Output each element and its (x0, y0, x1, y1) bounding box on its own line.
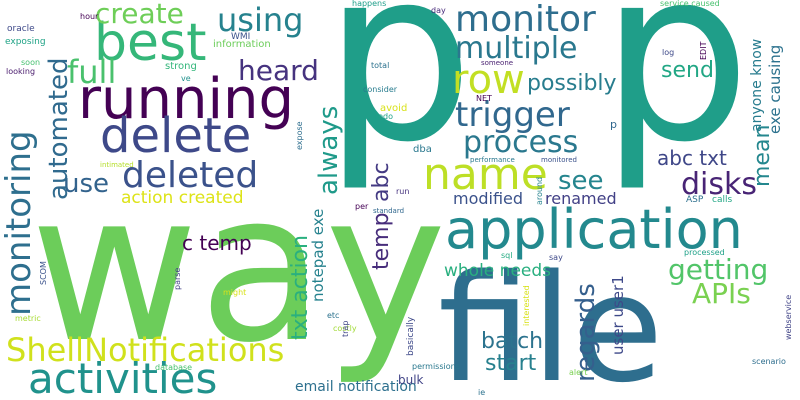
word-interested: interested (522, 285, 531, 326)
word-renamed: renamed (545, 189, 617, 208)
word-heard: heard (238, 54, 319, 87)
word-possibly: possibly (527, 71, 617, 96)
word-run: run (396, 187, 410, 196)
word-say: say (549, 253, 563, 262)
word-abc: abc (369, 162, 394, 202)
word-wmi: WMI (231, 32, 251, 42)
word-bulk: bulk (398, 373, 424, 387)
word-intimated: intimated (100, 161, 134, 169)
word-metric: metric (15, 314, 41, 323)
word-database: database (155, 363, 193, 372)
word-dba: dba (413, 144, 432, 155)
word-abc-txt: abc txt (657, 146, 727, 170)
word-strong: strong (165, 61, 197, 72)
word-trap: trap (341, 320, 350, 337)
word-way: way (30, 148, 447, 388)
word-avoid: avoid (380, 103, 408, 114)
word-monitoring: monitoring (0, 130, 39, 316)
word-see: see (558, 166, 604, 196)
word-sql: sql (501, 251, 513, 260)
word-process: process (463, 125, 579, 160)
word-email-notification: email notification (295, 379, 417, 395)
word-edit: EDIT (699, 41, 708, 60)
word-notepad-exe: notepad exe (309, 208, 327, 302)
word-exposing: exposing (5, 37, 46, 47)
word-name: name (423, 149, 548, 200)
word-day: day (431, 6, 446, 15)
word-start: start (485, 351, 537, 376)
word-exe-causing: exe causing (766, 44, 784, 134)
word-alert: alert (569, 368, 588, 377)
word-application: application (445, 198, 743, 261)
word-activities: activities (28, 354, 218, 400)
word-use: use (63, 169, 110, 199)
word-standard: standard (373, 207, 405, 215)
word-create: create (95, 0, 184, 30)
word-scom: SCOM (39, 261, 48, 285)
word-p-small: p (610, 118, 617, 131)
word-modified: modified (453, 189, 524, 208)
word-total: total (371, 61, 390, 70)
word-send: send (661, 58, 714, 83)
word-per: per (355, 202, 369, 211)
word-hour: hour (80, 12, 99, 21)
word-c-temp: c temp (182, 231, 252, 255)
word-running: running (78, 67, 295, 132)
word-scenario: scenario (752, 357, 786, 366)
word-happens: happens (352, 0, 387, 8)
word-getting: getting (668, 253, 769, 286)
word-deleted: deleted (122, 155, 259, 196)
word-apis: APIs (692, 277, 751, 310)
word-basically: basically (406, 316, 416, 356)
word-permissions: permissions (412, 362, 460, 371)
word-monitored: monitored (541, 156, 577, 164)
word-looking: looking (6, 67, 36, 76)
word-user-user1: user user1 (609, 275, 627, 355)
word-might: might (223, 288, 247, 297)
word-someone: someone (481, 59, 514, 67)
word-asp: ASP (686, 195, 704, 205)
word-row: row (452, 57, 525, 103)
word-ve: ve (181, 74, 191, 83)
word-always: always (314, 105, 344, 195)
word-log: log (662, 48, 675, 57)
word-consider: consider (363, 85, 398, 94)
word-expose: expose (295, 121, 304, 150)
word-p-large-right: p (600, 0, 752, 195)
word-temp: temp (369, 212, 394, 270)
word-using: using (217, 1, 304, 39)
word-performance: performance (470, 156, 515, 164)
word-service-caused: service caused (660, 0, 720, 8)
word-shellnotifications: ShellNotifications (6, 331, 285, 369)
word-automated: automated (44, 57, 74, 200)
word-around: around (535, 176, 544, 205)
word-whole-needs: whole needs (444, 261, 552, 281)
word-full: full (67, 53, 117, 91)
word-oracle: oracle (7, 24, 35, 34)
word-redo: redo (375, 112, 394, 121)
word-costly: costly (333, 324, 357, 333)
word-processed: processed (684, 248, 725, 257)
word-etc: etc (327, 311, 340, 320)
word-disks: disks (681, 167, 758, 202)
word-batch: batch (481, 329, 544, 354)
word-net: NET (476, 94, 492, 103)
word-trigger: trigger (455, 95, 570, 135)
word-best: best (94, 13, 207, 73)
word-ie: ie (478, 388, 486, 397)
word-p-large-left: p (323, 0, 475, 195)
word-anyone-know: anyone know (749, 38, 765, 132)
word-monitor: monitor (455, 0, 596, 40)
word-parse: parse (173, 267, 182, 290)
word-soon: soon (21, 58, 41, 67)
word-file: file (438, 243, 664, 400)
word-webservice: webservice (784, 294, 793, 340)
word-delete: delete (100, 108, 252, 164)
word-action-created: action created (121, 188, 244, 208)
word-calls: calls (712, 195, 733, 205)
word-multiple: multiple (455, 31, 578, 66)
word-information: information (213, 39, 271, 50)
